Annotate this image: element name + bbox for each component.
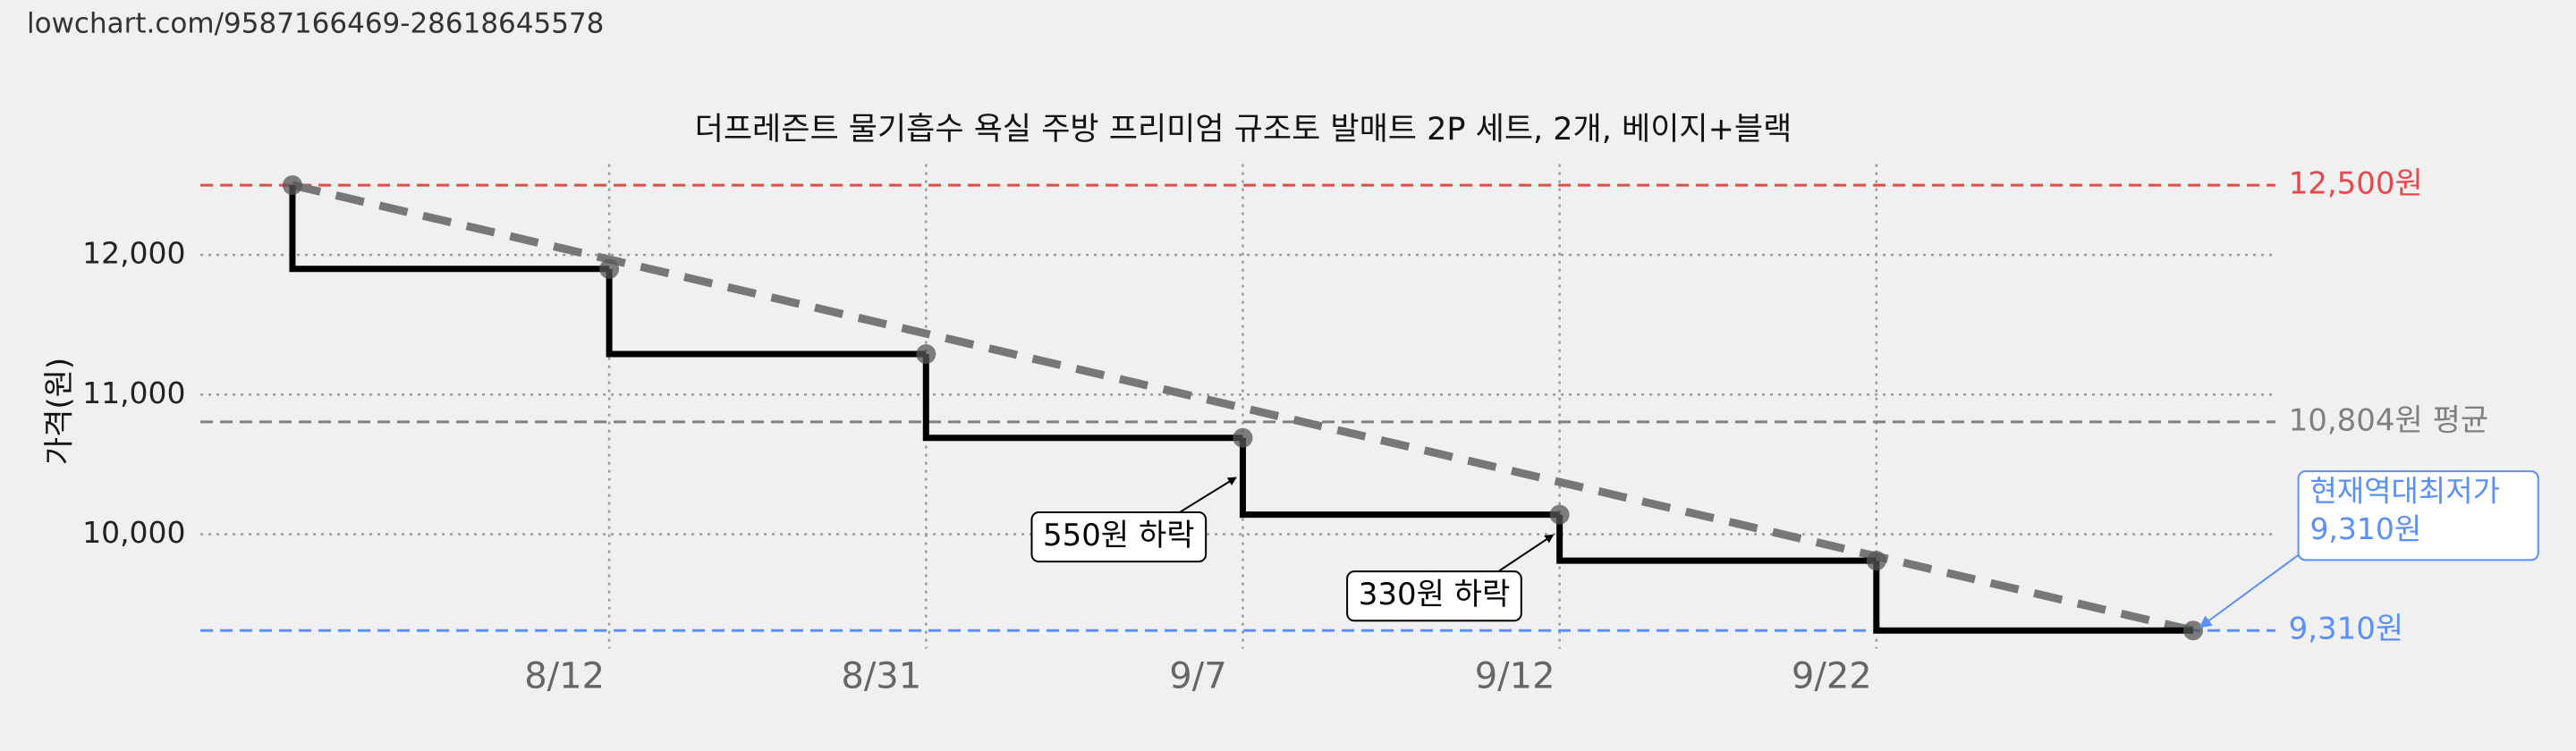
price-point <box>1866 551 1886 571</box>
price-point <box>916 344 936 365</box>
url: lowchart.com/9587166469-28618645578 <box>27 8 604 40</box>
callout-box <box>2297 470 2539 561</box>
callout-text: 9,310원 <box>2309 511 2421 546</box>
y-tick-label: 11,000 <box>82 376 185 410</box>
price-point <box>2183 620 2204 641</box>
annotation-arrow <box>1497 534 1555 573</box>
x-tick-label: 9/7 <box>1169 656 1226 697</box>
x-tick-label: 8/31 <box>841 656 921 697</box>
y-tick-label: 12,000 <box>82 236 185 271</box>
y-tick-label: 10,000 <box>82 515 185 550</box>
callout-arrow <box>2199 554 2300 629</box>
step-line <box>1239 437 1560 519</box>
annotation-box <box>1346 570 1522 622</box>
annotation-text: 550원 하락 <box>1043 518 1195 553</box>
reference-label: 12,500원 <box>2289 166 2423 202</box>
reference-label: 9,310원 <box>2289 612 2404 647</box>
chart-title: 더프레즌트 물기흡수 욕실 주방 프리미엄 규조토 발매트 2P 세트, 2개,… <box>695 112 1792 148</box>
annotation-box <box>1030 511 1208 563</box>
step-line <box>606 268 927 358</box>
annotation-text: 330원 하락 <box>1359 577 1511 612</box>
x-tick-label: 8/12 <box>524 656 605 697</box>
step-line <box>289 185 610 273</box>
price-point <box>599 258 620 279</box>
price-point <box>1549 504 1570 525</box>
step-line <box>1556 514 1877 564</box>
step-line <box>922 354 1243 442</box>
annotation-arrow <box>1179 477 1237 513</box>
x-tick-label: 9/22 <box>1792 656 1872 697</box>
y-axis-label: 가격(원) <box>42 358 78 465</box>
callout-text: 현재역대최저가 <box>2309 474 2500 509</box>
x-tick-label: 9/12 <box>1475 656 1555 697</box>
price-point <box>282 175 302 196</box>
price-point <box>1233 427 1253 448</box>
reference-label: 10,804원 평균 <box>2289 402 2489 438</box>
step-line <box>1873 561 2193 634</box>
